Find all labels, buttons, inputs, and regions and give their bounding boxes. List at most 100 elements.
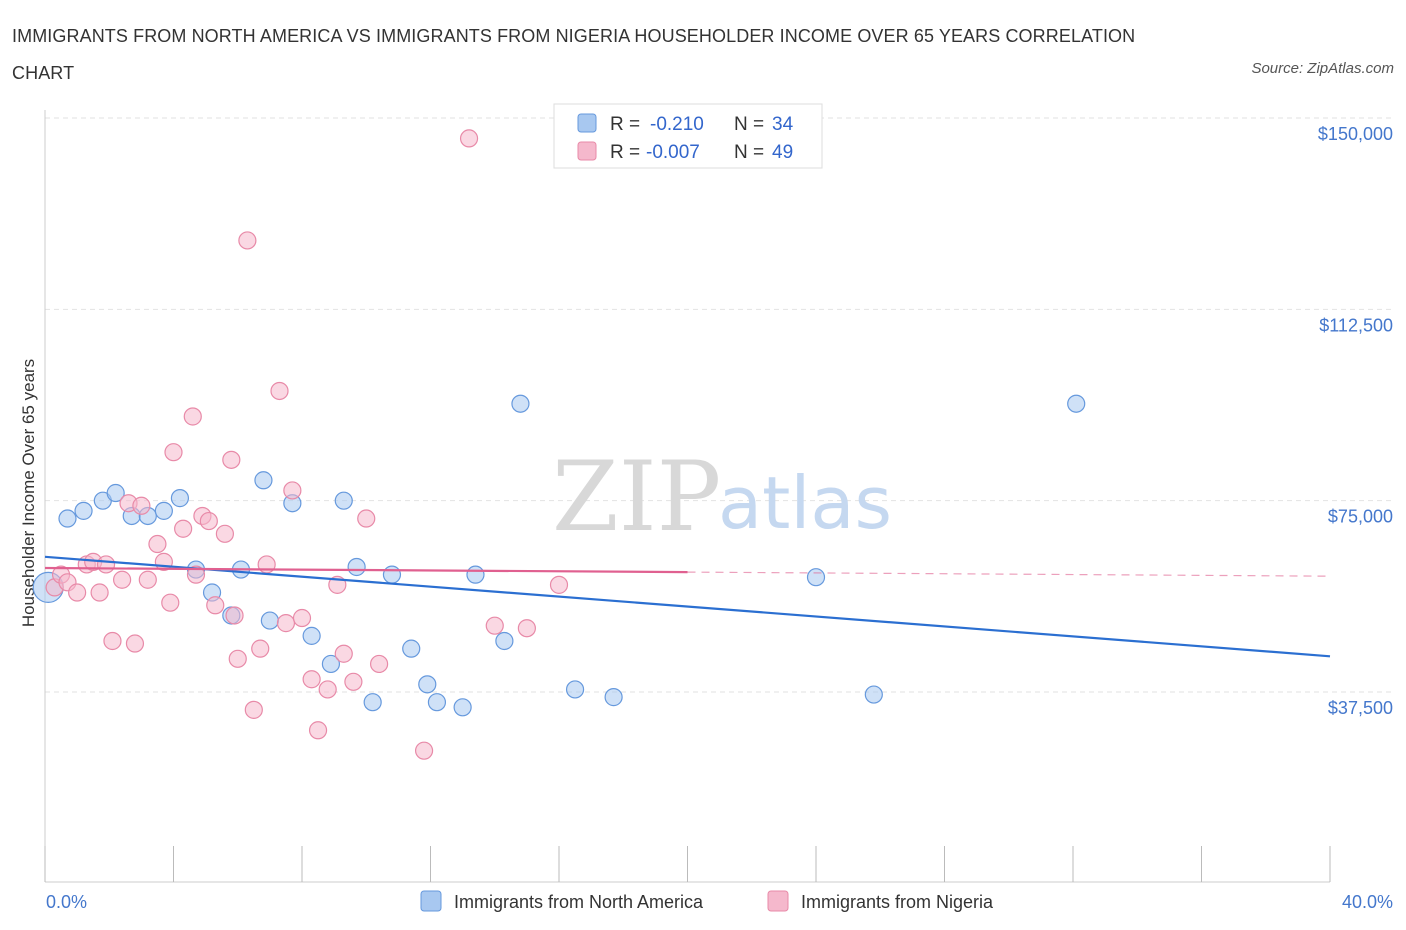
y-tick-label-1: $112,500 bbox=[1319, 315, 1393, 335]
watermark-atlas: atlas bbox=[718, 461, 892, 545]
gridlines bbox=[45, 117, 1392, 693]
point-0-8 bbox=[170, 489, 190, 508]
point-1-3 bbox=[68, 583, 87, 602]
point-0-21 bbox=[382, 565, 402, 584]
point-0-1 bbox=[58, 509, 77, 528]
point-1-25 bbox=[222, 450, 241, 469]
point-1-11 bbox=[125, 634, 145, 653]
point-1-8 bbox=[103, 631, 122, 651]
point-1-18 bbox=[174, 519, 193, 538]
trend-line-0 bbox=[44, 555, 1331, 658]
point-1-22 bbox=[199, 511, 218, 531]
point-1-16 bbox=[161, 593, 180, 612]
legend-r-label-2: R = bbox=[610, 142, 640, 163]
point-0-31 bbox=[806, 568, 826, 587]
point-1-37 bbox=[308, 721, 328, 740]
point-1-34 bbox=[283, 481, 302, 500]
point-1-36 bbox=[302, 670, 321, 689]
trend-lines bbox=[44, 555, 1331, 658]
watermark-zip: ZIP bbox=[552, 441, 721, 553]
point-0-27 bbox=[495, 631, 514, 651]
point-0-26 bbox=[466, 565, 485, 584]
point-1-35 bbox=[292, 608, 312, 628]
point-1-33 bbox=[276, 614, 296, 633]
point-1-42 bbox=[357, 509, 376, 528]
point-1-14 bbox=[148, 534, 167, 554]
point-0-33 bbox=[1067, 394, 1086, 413]
legend-n-label-1: N = bbox=[734, 114, 764, 135]
point-1-30 bbox=[251, 639, 270, 658]
trend-line-1-solid bbox=[44, 566, 688, 574]
series-1-points bbox=[45, 129, 569, 760]
bottom-legend-label-north-america: Immigrants from North America bbox=[454, 892, 704, 912]
point-0-18 bbox=[334, 491, 353, 510]
point-1-20 bbox=[186, 565, 206, 584]
legend-n-value-1: 34 bbox=[772, 114, 794, 135]
point-0-20 bbox=[363, 693, 382, 712]
point-1-29 bbox=[244, 700, 263, 719]
point-1-43 bbox=[370, 654, 389, 674]
x-tick-right: 40.0% bbox=[1342, 892, 1393, 912]
point-0-2 bbox=[74, 501, 93, 520]
bottom-legend-swatch-north-america bbox=[420, 890, 442, 912]
point-1-12 bbox=[132, 496, 151, 515]
chart-title: IMMIGRANTS FROM NORTH AMERICA VS IMMIGRA… bbox=[12, 26, 1136, 83]
point-1-41 bbox=[344, 672, 363, 691]
bottom-legend-swatch-nigeria bbox=[767, 890, 789, 912]
point-0-32 bbox=[864, 685, 883, 704]
point-1-32 bbox=[270, 381, 289, 401]
point-1-23 bbox=[206, 596, 225, 615]
legend-n-value-2: 49 bbox=[772, 142, 793, 163]
point-0-22 bbox=[402, 639, 421, 658]
point-0-24 bbox=[427, 693, 447, 712]
point-1-19 bbox=[183, 407, 202, 426]
point-0-30 bbox=[604, 688, 623, 707]
point-0-14 bbox=[260, 611, 279, 630]
x-tick-left: 0.0% bbox=[46, 892, 87, 912]
point-1-28 bbox=[238, 231, 257, 250]
y-tick-label-3: $37,500 bbox=[1328, 698, 1393, 718]
point-1-9 bbox=[112, 570, 132, 589]
point-1-45 bbox=[459, 129, 479, 148]
point-1-13 bbox=[138, 570, 157, 589]
legend-bottom: Immigrants from North America Immigrants… bbox=[420, 890, 994, 912]
point-1-48 bbox=[549, 575, 569, 594]
y-axis-label: Householder Income Over 65 years bbox=[19, 359, 38, 627]
point-0-29 bbox=[565, 680, 585, 699]
axes bbox=[44, 110, 1331, 883]
point-1-26 bbox=[225, 606, 244, 625]
point-1-24 bbox=[215, 524, 234, 543]
legend-r-value-1: -0.210 bbox=[650, 114, 704, 135]
legend-r-value-2: -0.007 bbox=[646, 142, 700, 163]
scatter-points bbox=[32, 129, 1086, 760]
legend-r-label-1: R = bbox=[610, 114, 640, 135]
y-tick-label-0: $150,000 bbox=[1318, 124, 1393, 144]
watermark: ZIP atlas bbox=[552, 441, 892, 553]
point-0-25 bbox=[453, 698, 472, 717]
point-1-6 bbox=[90, 583, 109, 602]
point-1-7 bbox=[96, 555, 116, 574]
point-1-44 bbox=[414, 741, 434, 760]
y-tick-labels: $150,000 $112,500 $75,000 $37,500 bbox=[1318, 124, 1393, 718]
legend-swatch-nigeria bbox=[577, 141, 597, 161]
legend-n-label-2: N = bbox=[734, 142, 764, 163]
point-0-28 bbox=[511, 394, 530, 413]
legend-swatch-north-america bbox=[577, 113, 597, 133]
point-1-46 bbox=[485, 616, 504, 635]
point-1-47 bbox=[517, 619, 536, 638]
chart-source: Source: ZipAtlas.com bbox=[1251, 60, 1394, 77]
point-1-40 bbox=[334, 644, 353, 663]
point-0-16 bbox=[302, 626, 321, 645]
point-0-13 bbox=[254, 471, 273, 490]
bottom-legend-label-nigeria: Immigrants from Nigeria bbox=[801, 892, 994, 912]
point-0-4 bbox=[106, 483, 125, 503]
point-0-19 bbox=[347, 557, 366, 577]
trend-line-1-dashed bbox=[687, 571, 1331, 577]
point-0-23 bbox=[418, 675, 437, 694]
point-1-17 bbox=[164, 443, 183, 462]
point-0-7 bbox=[154, 501, 173, 520]
y-tick-label-2: $75,000 bbox=[1328, 507, 1393, 527]
legend-top-box bbox=[553, 103, 823, 169]
point-1-27 bbox=[228, 649, 247, 668]
